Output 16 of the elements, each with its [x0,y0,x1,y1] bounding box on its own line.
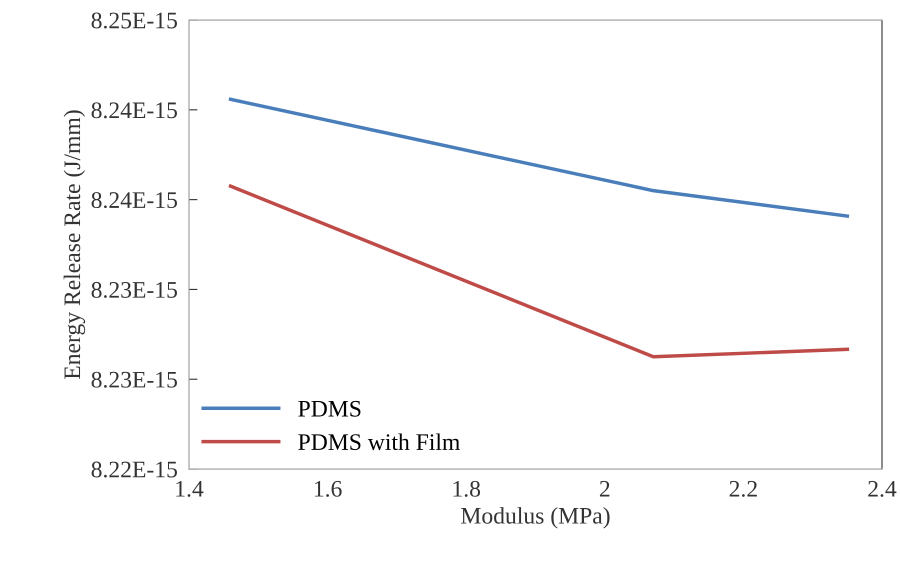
y-tick-label: 8.25E-15 [92,12,177,29]
y-axis-title: Energy Release Rate (J/mm) [64,110,86,380]
x-tick-label: 2 [600,480,610,497]
legend-label: PDMS [298,400,360,417]
x-tick-label: 1.6 [314,480,342,497]
y-tick-label: 8.23E-15 [92,372,177,388]
x-tick-label: 1.8 [454,480,480,497]
y-tick-label: 8.23E-15 [92,282,177,298]
y-tick-label: 8.24E-15 [92,102,177,118]
legend-label: PDMS with Film [298,433,460,450]
x-tick-label: 2.4 [868,480,896,497]
x-tick-label: 1.4 [176,480,204,497]
x-axis-title: Modulus (MPa) [461,507,610,529]
y-tick-label: 8.22E-15 [92,462,177,478]
y-tick-label: 8.24E-15 [92,192,177,208]
x-tick-label: 2.2 [730,480,757,497]
